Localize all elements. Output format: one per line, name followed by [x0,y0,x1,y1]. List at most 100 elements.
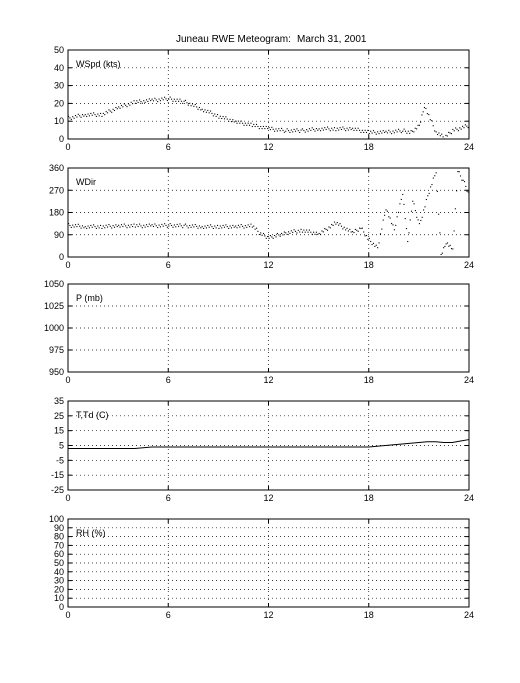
data-point [215,227,217,229]
y-tick-label: -15 [51,470,64,480]
y-tick-label: 1000 [44,323,64,333]
data-point [364,235,366,237]
data-point [467,127,469,129]
x-tick-label: 12 [263,142,273,152]
x-tick-label: 0 [65,493,70,503]
data-point [148,98,150,100]
data-point [450,248,453,250]
data-point [467,191,469,193]
data-point [448,245,450,247]
data-point [86,115,88,117]
data-point [182,102,184,104]
data-point [201,226,203,228]
data-point [282,234,284,236]
data-point [210,110,212,112]
data-point [257,125,259,128]
data-point [260,125,262,128]
data-point [400,198,402,201]
data-point [321,230,323,232]
data-point [287,231,290,233]
data-point [143,100,145,102]
data-point [69,224,71,227]
data-point [249,124,251,126]
data-point [310,231,312,233]
data-point [116,108,118,110]
data-point [340,225,343,227]
data-point [230,227,233,229]
data-point [207,224,209,226]
data-point [294,130,297,132]
data-point [132,225,134,228]
data-point [212,115,214,117]
data-point [237,120,239,122]
data-point [420,219,422,222]
data-point [299,231,301,233]
data-point [297,229,299,231]
data-point [141,102,143,104]
data-point [404,130,407,132]
data-point [400,132,402,134]
y-tick-label: 30 [54,81,64,91]
data-point [132,103,134,105]
data-point [399,130,401,132]
data-point [367,238,369,240]
data-point [416,216,418,218]
data-point [162,99,164,101]
data-point [222,115,224,118]
data-series [68,171,469,256]
data-point [455,127,457,129]
data-point [368,133,370,135]
panel-label: T,Td (C) [76,410,109,420]
data-point [350,231,352,233]
data-point [243,124,245,126]
y-tick-label: -25 [51,485,64,495]
data-point [303,129,305,132]
y-tick-label: 10 [54,593,64,603]
data-point [349,228,351,230]
data-point [427,195,429,197]
data-point [211,112,213,114]
data-point [95,115,97,117]
data-point [428,113,430,116]
data-point [450,133,452,135]
data-point [145,224,148,226]
data-point [310,129,312,131]
data-point [166,100,168,102]
data-point [123,223,125,225]
data-point [95,227,97,229]
data-point [143,224,145,226]
data-point [457,171,459,173]
data-point [194,103,196,106]
data-point [421,114,423,116]
data-point [293,128,295,130]
panel-label: RH (%) [76,528,106,538]
data-point [342,126,344,128]
data-point [274,234,276,237]
data-point [283,131,285,133]
data-point [349,127,351,129]
data-point [389,217,391,219]
data-point [184,99,187,101]
data-point [94,226,96,228]
x-tick-label: 18 [364,260,374,270]
data-point [180,225,182,227]
x-tick-label: 18 [364,142,374,152]
data-point [109,110,111,112]
data-point [412,200,414,202]
data-point [159,100,161,102]
data-point [74,114,77,117]
data-point [184,223,187,225]
data-point [152,100,155,102]
data-point [371,132,373,134]
data-point [162,225,164,227]
data-point [409,132,411,134]
data-point [125,225,127,227]
data-point [317,233,319,235]
y-tick-label: 360 [49,163,64,173]
data-point [328,128,330,130]
data-point [357,230,359,232]
data-point [353,129,355,131]
data-point [83,227,85,229]
data-point [352,231,354,233]
data-point [122,225,124,228]
